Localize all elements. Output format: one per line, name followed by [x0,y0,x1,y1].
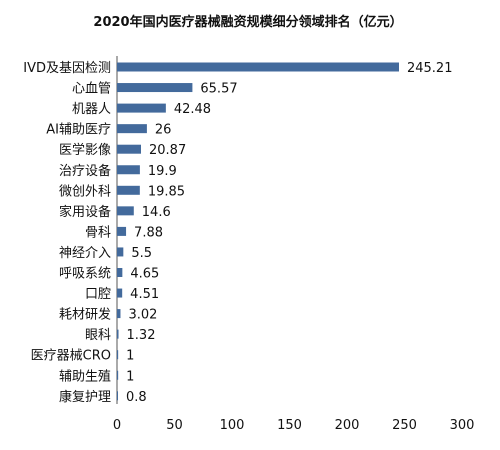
value-label: 1 [126,349,134,364]
category-label: 治疗设备 [59,163,111,179]
category-label: 口腔 [85,287,111,302]
x-tick-label: 250 [392,418,417,433]
category-label: 康复护理 [59,389,111,405]
bar [117,206,134,216]
bar [117,103,166,113]
x-tick-label: 50 [166,418,183,433]
bar [117,370,119,380]
category-label: 微创外科 [59,184,111,199]
value-label: 65.57 [200,82,237,97]
bar [117,309,121,319]
bar [117,226,127,236]
bar [117,329,119,339]
value-label: 20.87 [149,143,186,158]
x-tick-label: 100 [220,418,245,433]
value-label: 42.48 [174,102,211,117]
value-label: 14.6 [142,205,171,220]
value-label: 4.51 [130,287,159,302]
category-label: 医疗器械CRO [31,349,111,364]
x-tick-label: 150 [277,418,302,433]
x-tick-label: 200 [335,418,360,433]
bar [117,144,142,154]
category-label: 心血管 [72,82,111,97]
value-label: 4.65 [130,267,159,282]
category-label: 呼吸系统 [59,267,111,282]
value-label: 0.8 [126,390,147,405]
value-label: 7.88 [134,225,163,240]
value-label: 5.5 [131,246,152,261]
bar [117,185,140,195]
category-label: 耗材研发 [59,307,111,323]
value-label: 19.85 [148,184,185,199]
category-label: 家用设备 [59,204,111,220]
value-label: 245.21 [407,61,453,76]
category-label: 眼科 [85,328,111,343]
category-label: 神经介入 [59,246,111,261]
value-label: 3.02 [128,308,157,323]
bar [117,268,123,277]
bar [117,247,124,257]
chart-title: 2020年国内医疗器械融资规模细分领域排名（亿元） [93,14,402,30]
bar [117,165,140,175]
bar [117,350,119,360]
value-label: 19.9 [148,164,177,179]
category-label: IVD及基因检测 [23,61,111,76]
bar [117,83,193,93]
value-label: 26 [155,123,172,138]
value-label: 1 [126,369,134,384]
category-label: AI辅助医疗 [46,123,111,138]
bar [117,288,123,298]
category-label: 医学影像 [59,142,111,158]
bar [117,391,118,401]
category-label: 骨科 [85,225,111,240]
x-tick-label: 0 [113,418,121,433]
x-tick-label: 300 [450,418,475,433]
value-label: 1.32 [127,328,156,343]
bar [117,62,399,72]
category-label: 辅助生殖 [59,368,111,384]
category-label: 机器人 [72,102,111,117]
bar [117,124,147,134]
